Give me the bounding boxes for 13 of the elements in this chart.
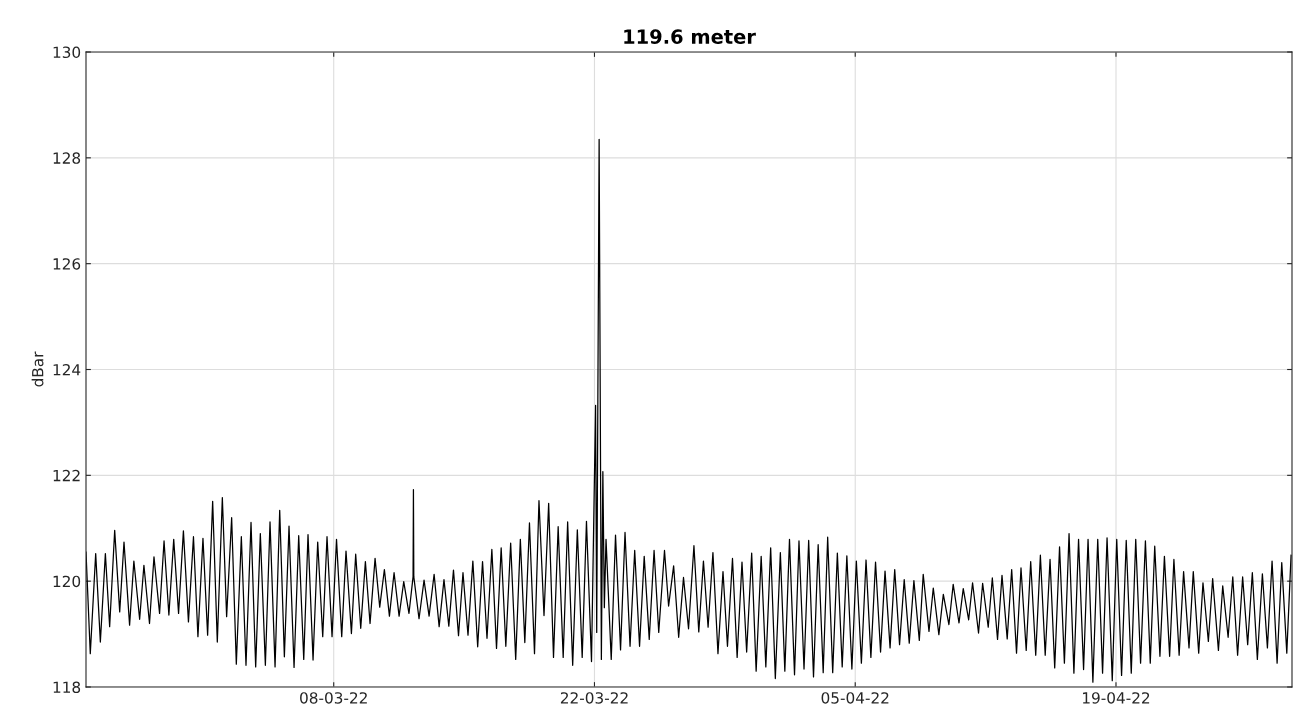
y-tick-label: 124 xyxy=(53,363,81,376)
y-tick-label: 120 xyxy=(53,575,81,588)
x-tick-label: 19-04-22 xyxy=(1082,692,1150,704)
chart-title: 119.6 meter xyxy=(624,29,756,44)
y-tick-label: 128 xyxy=(53,152,81,164)
x-tick-label: 22-03-22 xyxy=(560,692,628,704)
x-tick-label: 05-04-22 xyxy=(821,692,889,704)
y-tick-label: 130 xyxy=(53,46,81,59)
y-tick-label: 126 xyxy=(53,258,81,270)
y-tick-label: 118 xyxy=(53,681,81,694)
y-axis-title: dBar xyxy=(31,351,44,387)
x-tick-label: 08-03-22 xyxy=(300,692,367,704)
y-tick-label: 122 xyxy=(53,469,80,482)
